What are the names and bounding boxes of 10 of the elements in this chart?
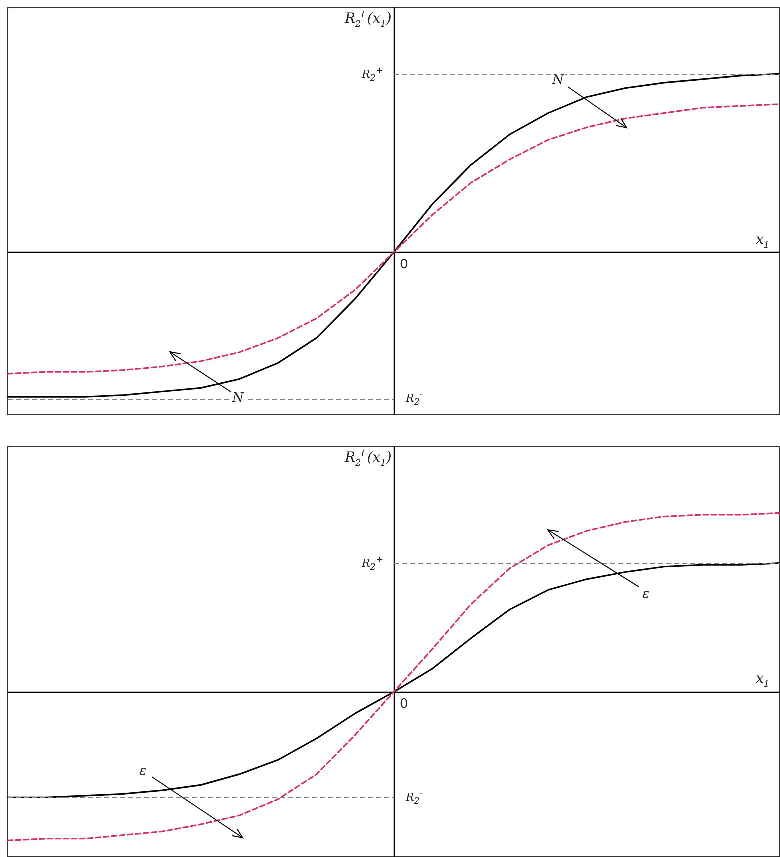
annotation: N — [552, 72, 565, 88]
y-axis-title: R$_{2}$$^{L}$(x$_{1}$) — [345, 449, 392, 469]
annotation: 0 — [400, 697, 408, 712]
y-axis-title: R$_{2}$$^{L}$(x$_{1}$) — [345, 10, 392, 30]
annotation: ε — [642, 586, 650, 602]
x-axis-title: x$_{1}$ — [756, 671, 770, 690]
annotation: N — [232, 390, 245, 406]
annotation: 0 — [400, 258, 408, 273]
annotation: ε — [138, 764, 148, 778]
x-axis-title: x$_{1}$ — [756, 232, 770, 250]
